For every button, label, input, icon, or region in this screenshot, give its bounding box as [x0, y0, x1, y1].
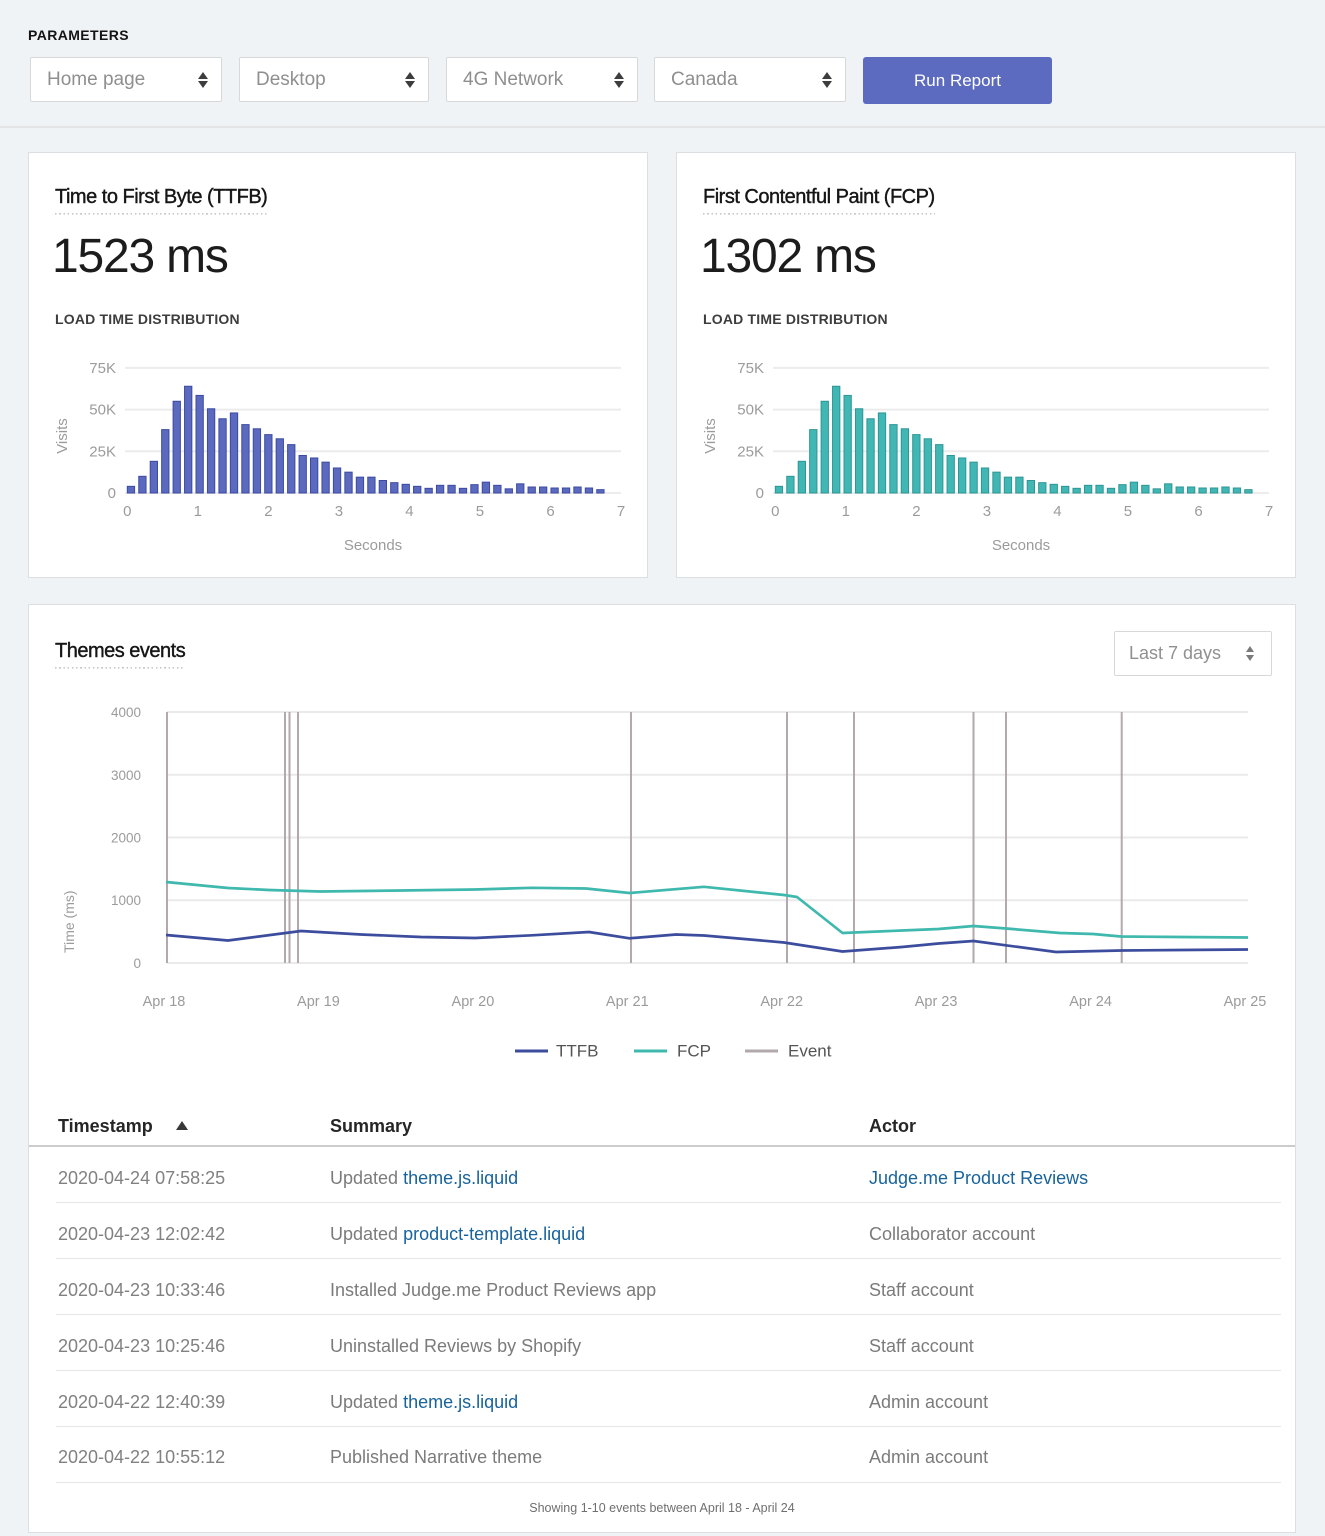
svg-text:3000: 3000	[111, 768, 141, 783]
svg-text:Visits: Visits	[702, 418, 719, 454]
svg-text:1: 1	[842, 503, 850, 520]
svg-text:FCP: FCP	[677, 1042, 711, 1061]
svg-text:Apr 21: Apr 21	[606, 994, 649, 1010]
svg-text:3: 3	[983, 503, 991, 520]
svg-text:5: 5	[476, 503, 484, 520]
svg-text:7: 7	[1265, 503, 1273, 520]
svg-text:Apr 22: Apr 22	[760, 994, 803, 1010]
svg-text:0: 0	[771, 503, 779, 520]
svg-text:4: 4	[1053, 503, 1061, 520]
svg-text:TTFB: TTFB	[556, 1042, 599, 1061]
svg-text:Apr 18: Apr 18	[143, 994, 186, 1010]
svg-text:75K: 75K	[89, 360, 116, 377]
svg-text:Apr 25: Apr 25	[1224, 994, 1267, 1010]
svg-text:7: 7	[617, 503, 625, 520]
svg-text:2000: 2000	[111, 831, 141, 846]
svg-text:25K: 25K	[737, 443, 764, 460]
svg-text:0: 0	[133, 956, 141, 971]
svg-text:Seconds: Seconds	[344, 537, 402, 554]
svg-text:3: 3	[335, 503, 343, 520]
svg-text:0: 0	[756, 485, 764, 502]
svg-text:50K: 50K	[89, 402, 116, 419]
svg-text:2: 2	[912, 503, 920, 520]
svg-text:Visits: Visits	[54, 418, 71, 454]
svg-text:4000: 4000	[111, 705, 141, 720]
svg-text:1000: 1000	[111, 893, 141, 908]
svg-text:1: 1	[194, 503, 202, 520]
svg-text:75K: 75K	[737, 360, 764, 377]
svg-text:50K: 50K	[737, 402, 764, 419]
svg-text:2: 2	[264, 503, 272, 520]
svg-text:25K: 25K	[89, 443, 116, 460]
svg-text:Apr 23: Apr 23	[915, 994, 958, 1010]
svg-text:6: 6	[1194, 503, 1202, 520]
svg-text:Apr 19: Apr 19	[297, 994, 340, 1010]
svg-text:0: 0	[108, 485, 116, 502]
svg-text:4: 4	[405, 503, 413, 520]
svg-text:Event: Event	[788, 1042, 832, 1061]
svg-text:0: 0	[123, 503, 131, 520]
svg-text:Apr 20: Apr 20	[452, 994, 495, 1010]
svg-text:Time (ms): Time (ms)	[61, 890, 77, 952]
svg-text:5: 5	[1124, 503, 1132, 520]
svg-text:Apr 24: Apr 24	[1069, 994, 1112, 1010]
svg-text:Seconds: Seconds	[992, 537, 1050, 554]
svg-text:6: 6	[546, 503, 554, 520]
